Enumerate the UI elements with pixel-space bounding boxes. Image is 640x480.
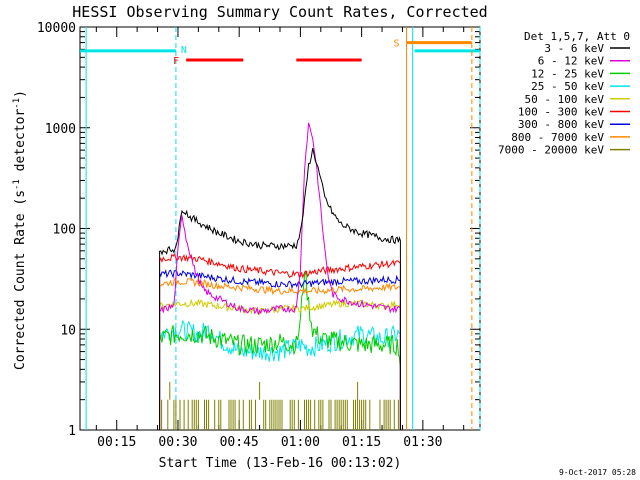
y-label-sup1: -1 [12, 179, 22, 190]
flag-label: S [394, 39, 400, 50]
x-tick-label: 01:00 [281, 435, 320, 450]
legend-entry-label: 800 - 7000 keV [511, 131, 604, 144]
axes: 1 10 100 1000 10000 00:15 00:30 00:45 01:00 01:15… [37, 21, 481, 450]
y-label-mid: detector [13, 109, 28, 180]
y-label-main: Corrected Count Rate (s [13, 190, 28, 370]
series-line [159, 298, 401, 315]
flag-label: F [173, 56, 179, 67]
y-tick-label: 10000 [37, 21, 76, 36]
legend-entry-label: 12 - 25 keV [531, 67, 604, 80]
x-tick-label: 00:15 [97, 435, 136, 450]
series-line [159, 269, 401, 290]
legend-entry-label: 25 - 50 keV [531, 80, 604, 93]
legend-entry-label: 6 - 12 keV [538, 55, 605, 68]
series-line [161, 381, 399, 430]
legend-entry-label: 7000 - 20000 keV [498, 144, 604, 157]
x-tick-label: 00:30 [158, 435, 197, 450]
legend-entry-label: 100 - 300 keV [518, 106, 604, 119]
state-flags: NF S [80, 27, 481, 430]
y-tick-label: 100 [53, 223, 76, 238]
legend-title: Det 1,5,7, Att 0 [524, 30, 630, 43]
x-axis-label: Start Time (13-Feb-16 00:13:02) [159, 456, 402, 471]
series-line [159, 252, 401, 279]
series-line [159, 319, 401, 362]
y-label-end: ) [13, 90, 28, 98]
y-label-sup2: -1 [12, 98, 22, 109]
series-lines [159, 122, 401, 430]
x-tick-label: 00:45 [220, 435, 259, 450]
y-tick-label: 10 [60, 323, 76, 338]
footer-date: 9-Oct-2017 05:28 [559, 468, 636, 477]
y-tick-label: 1000 [45, 122, 76, 137]
series-line [159, 122, 401, 315]
y-axis-label: Corrected Count Rate (s-1 detector-1) [12, 90, 28, 370]
series-line [159, 270, 401, 370]
legend-entry-label: 300 - 800 keV [518, 118, 604, 131]
chart-title: HESSI Observing Summary Count Rates, Cor… [72, 3, 487, 21]
x-tick-label: 01:15 [342, 435, 381, 450]
legend-entry-label: 50 - 100 keV [525, 93, 605, 106]
legend-entry-label: 3 - 6 keV [544, 42, 604, 55]
x-tick-label: 01:30 [403, 435, 442, 450]
plot-frame [79, 26, 481, 431]
series-line [159, 148, 401, 256]
flag-label: N [181, 45, 187, 56]
series-line [159, 277, 401, 296]
y-tick-label: 1 [68, 424, 76, 439]
